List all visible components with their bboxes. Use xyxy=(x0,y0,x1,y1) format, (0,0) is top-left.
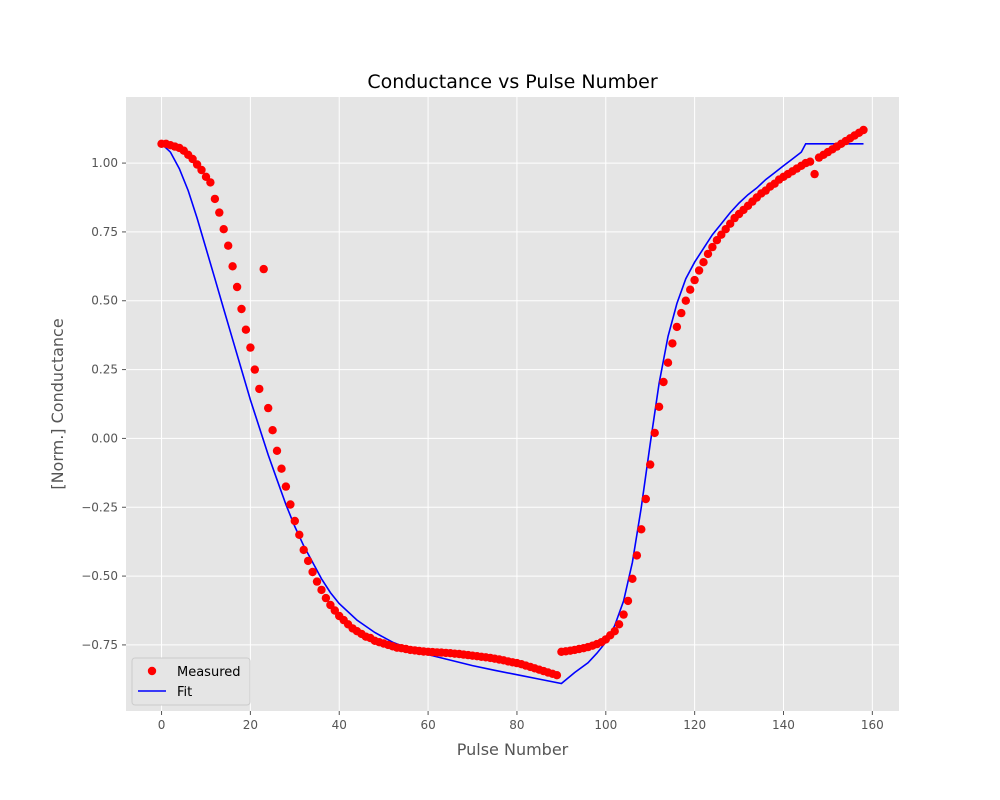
y-tick-label: 1.00 xyxy=(91,156,118,170)
measured-series xyxy=(157,125,868,680)
x-tick-label: 160 xyxy=(861,718,884,732)
y-tick-label: −0.25 xyxy=(81,500,118,514)
measured-point xyxy=(699,258,708,267)
measured-point xyxy=(663,358,673,367)
measured-point xyxy=(708,242,717,252)
x-axis-label: Pulse Number xyxy=(457,740,569,759)
measured-point xyxy=(623,596,633,606)
measured-point xyxy=(610,627,619,636)
measured-point xyxy=(299,545,308,555)
measured-point xyxy=(290,516,299,526)
measured-point xyxy=(641,494,650,504)
y-tick-label: 0.75 xyxy=(91,225,118,239)
measured-point xyxy=(246,343,255,352)
measured-point xyxy=(264,403,273,413)
measured-point xyxy=(295,530,304,539)
measured-point xyxy=(650,428,659,438)
measured-point xyxy=(659,377,668,387)
fit-series xyxy=(160,143,864,685)
measured-point xyxy=(859,125,868,135)
measured-point xyxy=(552,671,562,680)
measured-point xyxy=(206,178,215,187)
x-tick-label: 100 xyxy=(594,718,617,732)
chart-title: Conductance vs Pulse Number xyxy=(367,71,658,93)
measured-point xyxy=(241,325,251,334)
y-tick-label: 0.25 xyxy=(91,363,118,377)
x-tick-label: 80 xyxy=(509,718,524,732)
measured-point xyxy=(646,460,655,469)
y-tick-label: 0.50 xyxy=(91,294,118,308)
measured-point xyxy=(654,402,664,411)
measured-point xyxy=(215,208,224,217)
x-tick-label: 120 xyxy=(683,718,706,732)
measured-point xyxy=(219,225,228,234)
measured-point xyxy=(210,194,220,204)
measured-point xyxy=(224,241,233,250)
y-tick-label: −0.75 xyxy=(81,638,118,652)
y-tick-label: −0.50 xyxy=(81,569,118,583)
measured-point xyxy=(197,165,206,175)
measured-point xyxy=(619,610,628,619)
measured-point xyxy=(632,551,642,560)
x-tick-label: 60 xyxy=(420,718,435,732)
measured-point xyxy=(690,275,699,285)
measured-point xyxy=(277,464,286,473)
measured-point xyxy=(805,157,815,166)
measured-point xyxy=(228,262,237,271)
fit-line xyxy=(160,143,864,685)
measured-point xyxy=(614,620,624,629)
plot-area xyxy=(126,97,899,711)
measured-point xyxy=(237,304,246,314)
measured-point xyxy=(281,482,291,491)
x-tick-label: 20 xyxy=(243,718,258,732)
y-axis-label: [Norm.] Conductance xyxy=(48,318,67,489)
measured-point xyxy=(686,285,695,294)
grid xyxy=(126,97,899,711)
legend-box xyxy=(131,657,251,706)
y-axis-ticks: −0.75 −0.50 −0.25 0.00 0.25 0.50 0.75 1.00 xyxy=(81,156,126,652)
legend-label-fit: Fit xyxy=(177,685,192,700)
y-tick-label: 0.00 xyxy=(91,431,118,445)
x-tick-label: 0 xyxy=(158,718,166,732)
measured-point xyxy=(677,308,686,318)
x-tick-label: 40 xyxy=(332,718,347,732)
measured-point xyxy=(232,282,242,292)
measured-point xyxy=(321,593,331,603)
measured-point xyxy=(637,525,646,534)
measured-point xyxy=(810,169,819,179)
measured-point xyxy=(303,556,313,566)
measured-point xyxy=(308,567,317,577)
measured-point xyxy=(268,426,277,435)
measured-point xyxy=(250,365,259,374)
measured-point xyxy=(317,585,326,595)
legend: Measured Fit xyxy=(131,657,251,706)
measured-point xyxy=(672,322,682,332)
measured-point xyxy=(286,500,295,509)
measured-point xyxy=(259,264,268,274)
measured-point xyxy=(312,577,322,586)
measured-point xyxy=(255,384,264,394)
measured-point xyxy=(272,446,282,455)
legend-marker-measured xyxy=(147,666,157,676)
measured-point xyxy=(681,296,690,305)
x-axis-ticks: 0 20 40 60 80 100 120 140 160 xyxy=(158,711,884,732)
legend-label-measured: Measured xyxy=(177,665,241,680)
measured-point xyxy=(703,249,713,259)
measured-point xyxy=(668,339,677,348)
x-tick-label: 140 xyxy=(772,718,795,732)
measured-point xyxy=(628,574,637,583)
measured-point xyxy=(694,266,704,275)
